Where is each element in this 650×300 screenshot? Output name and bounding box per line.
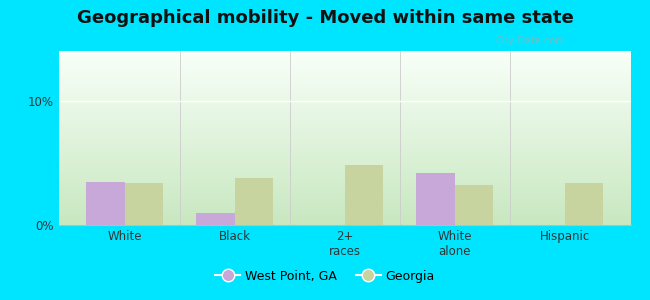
Text: Geographical mobility - Moved within same state: Geographical mobility - Moved within sam… [77,9,573,27]
Legend: West Point, GA, Georgia: West Point, GA, Georgia [210,265,440,288]
Bar [235,178,273,225]
Text: City-Data.com: City-Data.com [496,36,566,46]
Bar [564,183,603,225]
Bar [344,165,383,225]
Bar [416,173,454,225]
Bar [454,185,493,225]
Bar [86,182,125,225]
Bar [196,213,235,225]
Bar [125,183,163,225]
